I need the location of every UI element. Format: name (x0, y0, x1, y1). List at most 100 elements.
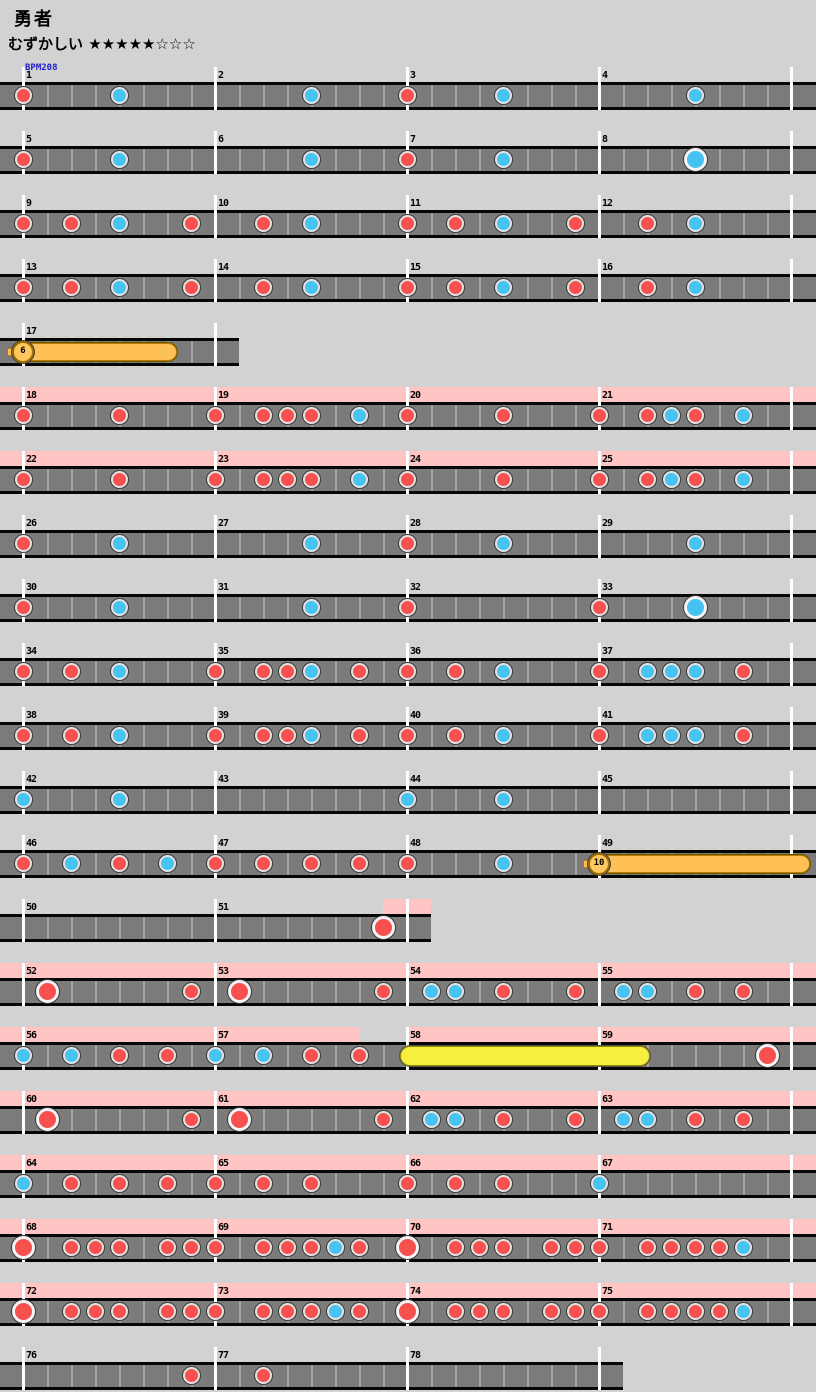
beat-division-line (47, 533, 49, 555)
beat-division-line (359, 1365, 361, 1387)
measure-number: 33 (602, 582, 613, 593)
beat-division-line (767, 981, 769, 1003)
beat-division-line (719, 213, 721, 235)
beat-division-line (671, 597, 673, 619)
don-note (207, 407, 224, 424)
ka-note (495, 727, 512, 744)
ka-note (303, 87, 320, 104)
beat-division-line (623, 1301, 625, 1323)
beat-division-line (143, 1173, 145, 1195)
beat-division-line (671, 789, 673, 811)
don-note (279, 727, 296, 744)
measure-number: 61 (218, 1094, 229, 1105)
beat-division-line (719, 597, 721, 619)
beat-division-line (695, 789, 697, 811)
don-note (687, 407, 704, 424)
big-don-note (12, 1300, 35, 1323)
beat-division-line (767, 725, 769, 747)
don-note (639, 279, 656, 296)
beat-division-line (335, 981, 337, 1003)
ka-note (447, 983, 464, 1000)
beat-division-line (647, 85, 649, 107)
beat-division-line (47, 277, 49, 299)
balloon-note-count: 6 (12, 341, 34, 363)
measure-number: 58 (410, 1030, 421, 1041)
measure-number: 30 (26, 582, 37, 593)
beat-division-line (623, 533, 625, 555)
beat-division-line (311, 917, 313, 939)
beat-division-line (383, 1173, 385, 1195)
beat-division-line (455, 469, 457, 491)
beat-division-line (311, 981, 313, 1003)
don-note (639, 1239, 656, 1256)
beat-division-line (551, 725, 553, 747)
measure-number: 22 (26, 454, 37, 465)
beat-division-line (383, 405, 385, 427)
beat-division-line (71, 149, 73, 171)
beat-division-line (479, 277, 481, 299)
beat-division-line (743, 85, 745, 107)
don-note (711, 1239, 728, 1256)
measure-line (790, 195, 793, 238)
don-note (591, 1303, 608, 1320)
beat-division-line (743, 277, 745, 299)
beat-division-line (71, 1365, 73, 1387)
don-note (15, 727, 32, 744)
beat-division-line (95, 1365, 97, 1387)
beat-division-line (719, 85, 721, 107)
beat-division-line (575, 597, 577, 619)
bpm-label: BPM208 (25, 63, 58, 73)
beat-division-line (527, 149, 529, 171)
beat-division-line (143, 917, 145, 939)
measure-line (214, 259, 217, 302)
ka-note (303, 215, 320, 232)
beat-division-line (719, 661, 721, 683)
beat-division-line (71, 789, 73, 811)
measure-line (22, 963, 25, 1006)
measure-number: 54 (410, 966, 421, 977)
measure-number: 26 (26, 518, 37, 529)
beat-division-line (191, 85, 193, 107)
measure-line (214, 131, 217, 174)
beat-division-line (551, 149, 553, 171)
don-note (63, 727, 80, 744)
measure-line (214, 963, 217, 1006)
don-note (591, 727, 608, 744)
measure-number: 10 (218, 198, 229, 209)
beat-division-line (479, 1365, 481, 1387)
don-note (351, 1239, 368, 1256)
beat-division-line (743, 533, 745, 555)
beat-division-line (551, 469, 553, 491)
don-note (639, 407, 656, 424)
measure-line (790, 707, 793, 750)
ka-note (303, 151, 320, 168)
measure-line (598, 771, 601, 814)
beat-division-line (335, 213, 337, 235)
beat-division-line (719, 533, 721, 555)
beat-division-line (383, 789, 385, 811)
ka-note (111, 727, 128, 744)
measure-line (790, 131, 793, 174)
beat-division-line (647, 789, 649, 811)
don-note (207, 471, 224, 488)
don-note (159, 1239, 176, 1256)
beat-division-line (671, 149, 673, 171)
measure-number: 9 (26, 198, 32, 209)
beat-division-line (551, 853, 553, 875)
measure-number: 47 (218, 838, 229, 849)
don-note (711, 1303, 728, 1320)
don-note (399, 151, 416, 168)
measure-line (214, 899, 217, 942)
measure-number: 16 (602, 262, 613, 273)
beat-division-line (335, 277, 337, 299)
don-note (447, 663, 464, 680)
beat-division-line (671, 981, 673, 1003)
measure-number: 12 (602, 198, 613, 209)
measure-number: 49 (602, 838, 613, 849)
don-note (399, 279, 416, 296)
don-note (567, 1111, 584, 1128)
don-note (567, 1303, 584, 1320)
don-note (183, 1303, 200, 1320)
beat-division-line (647, 533, 649, 555)
big-don-note (396, 1300, 419, 1323)
